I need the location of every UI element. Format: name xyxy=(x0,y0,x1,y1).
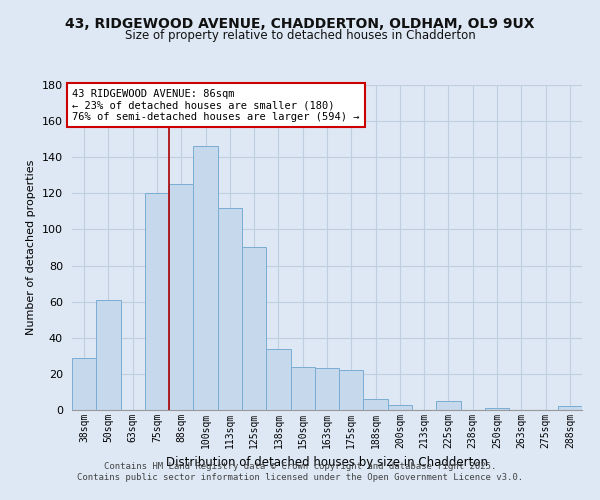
Bar xyxy=(193,146,218,410)
Bar xyxy=(242,248,266,410)
Bar xyxy=(266,348,290,410)
Bar xyxy=(290,366,315,410)
Bar xyxy=(72,358,96,410)
X-axis label: Distribution of detached houses by size in Chadderton: Distribution of detached houses by size … xyxy=(166,456,488,469)
Bar xyxy=(145,194,169,410)
Text: 43, RIDGEWOOD AVENUE, CHADDERTON, OLDHAM, OL9 9UX: 43, RIDGEWOOD AVENUE, CHADDERTON, OLDHAM… xyxy=(65,18,535,32)
Y-axis label: Number of detached properties: Number of detached properties xyxy=(26,160,36,335)
Bar xyxy=(218,208,242,410)
Bar xyxy=(339,370,364,410)
Text: Size of property relative to detached houses in Chadderton: Size of property relative to detached ho… xyxy=(125,29,475,42)
Bar xyxy=(388,404,412,410)
Bar xyxy=(436,401,461,410)
Bar xyxy=(169,184,193,410)
Bar xyxy=(485,408,509,410)
Bar xyxy=(558,406,582,410)
Bar xyxy=(364,399,388,410)
Bar xyxy=(315,368,339,410)
Bar xyxy=(96,300,121,410)
Text: Contains HM Land Registry data © Crown copyright and database right 2025.
Contai: Contains HM Land Registry data © Crown c… xyxy=(77,462,523,482)
Text: 43 RIDGEWOOD AVENUE: 86sqm
← 23% of detached houses are smaller (180)
76% of sem: 43 RIDGEWOOD AVENUE: 86sqm ← 23% of deta… xyxy=(72,88,359,122)
